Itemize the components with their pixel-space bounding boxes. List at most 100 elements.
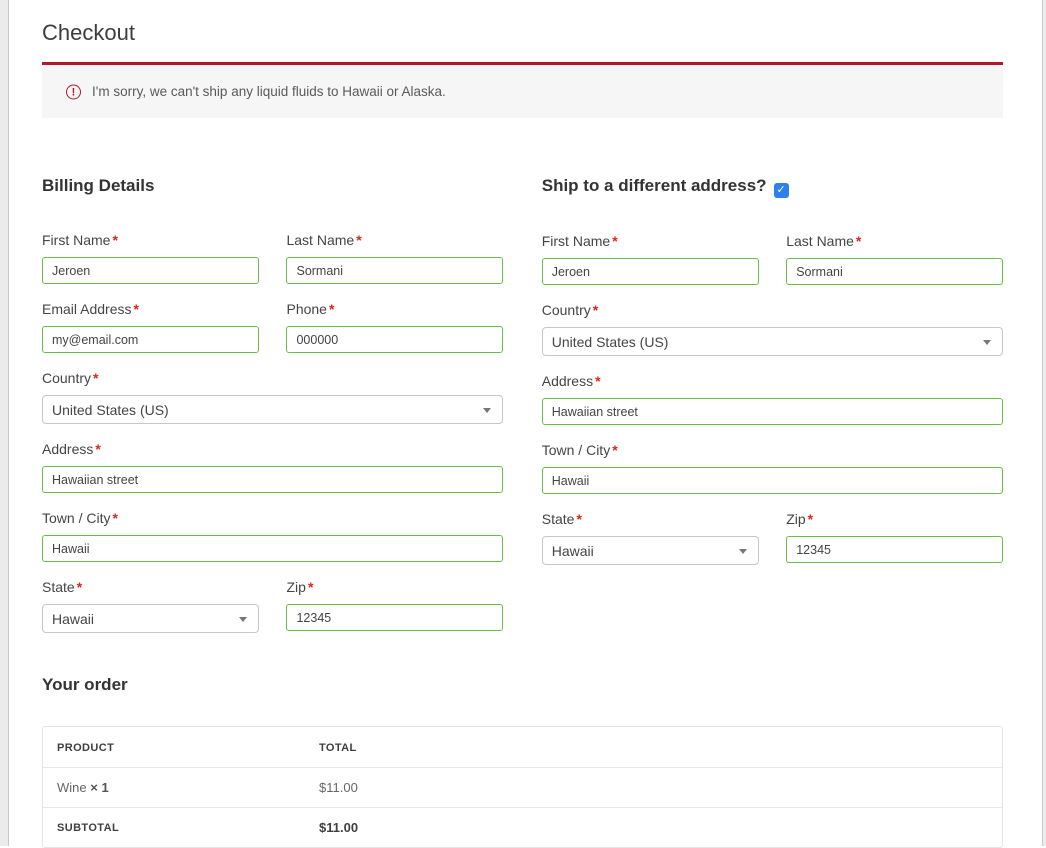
shipping-first-name-input[interactable] xyxy=(541,258,759,285)
order-subtotal-row: Subtotal $11.00 xyxy=(43,808,1002,847)
billing-heading: Billing Details xyxy=(42,176,155,195)
label-text: Zip xyxy=(286,579,306,595)
field-billing-zip: Zip * xyxy=(286,578,504,633)
label-text: First Name xyxy=(541,233,611,249)
billing-address-label: Address * xyxy=(42,440,503,459)
window-edge-left xyxy=(0,0,9,846)
field-billing-last-name: Last Name * xyxy=(286,231,504,284)
field-shipping-first-name: First Name * xyxy=(541,232,759,285)
shipping-heading[interactable]: Ship to a different address? ✓ xyxy=(542,174,1003,198)
field-billing-phone: Phone * xyxy=(286,300,504,353)
label-text: First Name xyxy=(42,232,111,248)
billing-email-label: Email Address * xyxy=(42,300,259,319)
required-asterisk: * xyxy=(112,232,118,248)
billing-first-name-label: First Name * xyxy=(42,231,259,250)
label-text: Address xyxy=(541,373,594,389)
ship-to-different-address-checkbox[interactable]: ✓ xyxy=(773,183,789,198)
billing-state-label: State * xyxy=(42,578,259,597)
shipping-first-name-label: First Name * xyxy=(542,232,759,251)
field-billing-address: Address * xyxy=(42,440,504,493)
required-asterisk: * xyxy=(133,301,139,317)
shipping-state-label: State * xyxy=(542,510,759,529)
billing-country-select-wrap: United States (US) xyxy=(42,395,504,424)
billing-zip-input[interactable] xyxy=(286,604,504,631)
field-shipping-state: State * Hawaii xyxy=(541,510,759,565)
billing-city-label: Town / City * xyxy=(42,509,503,528)
required-asterisk: * xyxy=(576,511,582,527)
billing-phone-label: Phone * xyxy=(286,300,503,319)
billing-contact-row: Email Address* Phone* xyxy=(42,300,504,369)
field-billing-country: Country * United States (US) xyxy=(42,369,504,424)
label-text: Country xyxy=(42,370,92,386)
required-asterisk: * xyxy=(328,301,335,317)
order-item-row: Wine × 1 $11.00 xyxy=(43,768,1002,808)
shipping-last-name-input[interactable] xyxy=(786,258,1003,285)
required-asterisk: * xyxy=(855,233,862,249)
shipping-heading-text: Ship to a different address? xyxy=(541,176,767,195)
shipping-error-notice: ! I'm sorry, we can't ship any liquid fl… xyxy=(42,62,1003,118)
required-asterisk: * xyxy=(807,511,814,527)
shipping-state-select-wrap: Hawaii xyxy=(541,536,759,565)
field-shipping-last-name: Last Name * xyxy=(786,232,1003,285)
product-quantity: × 1 xyxy=(90,780,109,795)
shipping-city-label: Town / City * xyxy=(542,441,1003,460)
order-heading: Your order xyxy=(42,675,128,694)
required-asterisk: * xyxy=(356,232,362,248)
label-text: State xyxy=(541,511,575,527)
shipping-zip-label: Zip * xyxy=(786,510,1003,529)
billing-state-select-wrap: Hawaii xyxy=(42,604,259,633)
field-billing-email: Email Address * xyxy=(42,300,259,353)
label-text: Town / City xyxy=(42,510,111,526)
billing-state-select[interactable]: Hawaii xyxy=(42,604,259,633)
product-name: Wine xyxy=(57,780,87,795)
page-title: Checkout xyxy=(42,20,135,45)
order-review-table: Product Total Wine × 1 $11.00 Subtotal $… xyxy=(42,726,1003,848)
product-column-header: Product xyxy=(43,727,305,768)
required-asterisk: * xyxy=(595,373,601,389)
shipping-city-input[interactable] xyxy=(541,467,1003,494)
billing-last-name-label: Last Name * xyxy=(286,231,503,250)
label-text: Address xyxy=(42,441,94,457)
field-shipping-city: Town / City * xyxy=(541,441,1003,494)
required-asterisk: * xyxy=(307,579,314,595)
total-column-header: Total xyxy=(305,727,1002,768)
shipping-last-name-label: Last Name * xyxy=(786,232,1003,251)
shipping-address-input[interactable] xyxy=(541,398,1003,425)
label-text: Email Address xyxy=(42,301,132,317)
label-text: Town / City xyxy=(541,442,611,458)
billing-country-select[interactable]: United States (US) xyxy=(42,395,504,424)
required-asterisk: * xyxy=(95,441,101,457)
subtotal-label: Subtotal xyxy=(57,821,120,834)
shipping-country-select[interactable]: United States (US) xyxy=(541,327,1003,356)
billing-last-name-input[interactable] xyxy=(286,257,504,284)
field-billing-state: State * Hawaii xyxy=(42,578,259,633)
billing-name-row: First Name* Last Name* xyxy=(42,231,504,300)
shipping-country-select-wrap: United States (US) xyxy=(541,327,1003,356)
alert-circle-icon: ! xyxy=(66,84,81,99)
shipping-address-label: Address * xyxy=(542,372,1003,391)
field-shipping-zip: Zip * xyxy=(786,510,1003,565)
notice-text: I'm sorry, we can't ship any liquid flui… xyxy=(92,84,446,99)
billing-zip-label: Zip * xyxy=(286,578,503,597)
field-shipping-country: Country * United States (US) xyxy=(541,301,1003,356)
shipping-zip-input[interactable] xyxy=(786,536,1003,563)
field-billing-city: Town / City * xyxy=(42,509,504,562)
shipping-name-row: First Name* Last Name* xyxy=(541,232,1003,301)
billing-email-input[interactable] xyxy=(42,326,259,353)
order-table-header-row: Product Total xyxy=(43,727,1002,768)
required-asterisk: * xyxy=(612,442,618,458)
field-shipping-address: Address * xyxy=(541,372,1003,425)
billing-phone-input[interactable] xyxy=(286,326,504,353)
billing-state-zip-row: State * Hawaii Zip * xyxy=(42,578,504,649)
checkout-columns: Billing Details First Name* Last Name* E… xyxy=(42,174,1003,649)
billing-city-input[interactable] xyxy=(42,535,504,562)
billing-first-name-input[interactable] xyxy=(42,257,259,284)
order-item-name-cell: Wine × 1 xyxy=(43,768,305,808)
billing-address-input[interactable] xyxy=(42,466,504,493)
required-asterisk: * xyxy=(112,510,118,526)
label-text: Zip xyxy=(786,511,806,527)
field-billing-first-name: First Name * xyxy=(42,231,259,284)
shipping-state-select[interactable]: Hawaii xyxy=(541,536,759,565)
label-text: Last Name xyxy=(786,233,854,249)
